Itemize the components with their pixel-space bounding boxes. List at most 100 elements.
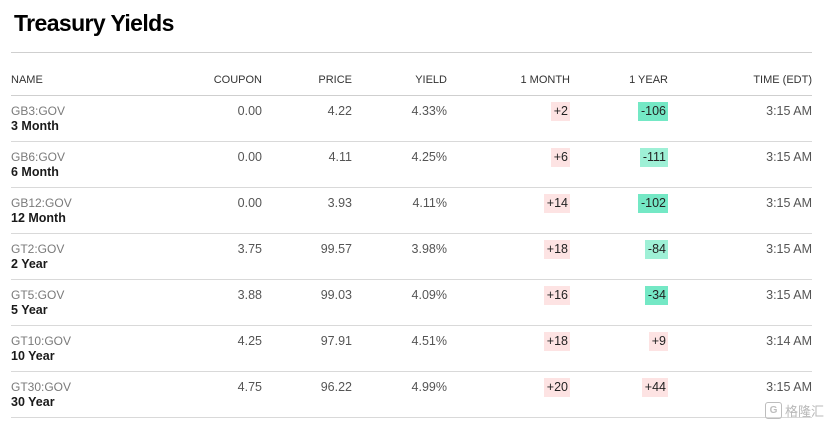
instrument-cell: GT5:GOV 5 Year (11, 279, 131, 326)
time-cell: 3:15 AM (668, 279, 812, 326)
ticker-link[interactable]: GB3:GOV (11, 104, 66, 118)
time-value: 3:15 AM (766, 380, 812, 394)
time-cell: 3:15 AM (668, 141, 812, 188)
instrument-name: 6 Month (11, 165, 59, 179)
1-month-cell: +14 (447, 187, 570, 234)
time-value: 3:15 AM (766, 196, 812, 210)
coupon-cell: 0.00 (131, 141, 262, 188)
1-month-change-badge: +2 (550, 102, 570, 121)
yield-cell: 4.99% (352, 371, 447, 418)
ticker-link[interactable]: GT30:GOV (11, 380, 72, 394)
1-year-cell: -102 (570, 187, 668, 234)
1-year-cell: +9 (570, 325, 668, 372)
yield-cell: 4.25% (352, 141, 447, 188)
watermark: G 格隆汇 (764, 401, 824, 420)
ticker-link[interactable]: GT2:GOV (11, 242, 65, 256)
yield-cell: 3.98% (352, 233, 447, 280)
watermark-text: 格隆汇 (784, 404, 824, 419)
price-cell: 3.93 (262, 187, 352, 234)
instrument-cell: GB12:GOV 12 Month (11, 187, 131, 234)
column-header-price[interactable]: PRICE (262, 65, 352, 96)
1-month-cell: +18 (447, 233, 570, 280)
yield-cell: 4.11% (352, 187, 447, 234)
coupon-cell: 0.00 (131, 95, 262, 142)
1-month-change-badge: +6 (550, 148, 570, 167)
column-header-1-year[interactable]: 1 YEAR (570, 65, 668, 96)
price-cell: 97.91 (262, 325, 352, 372)
instrument-cell: GB6:GOV 6 Month (11, 141, 131, 188)
coupon-cell: 4.25 (131, 325, 262, 372)
coupon-cell: 4.75 (131, 371, 262, 418)
table-row[interactable]: GT30:GOV 30 Year 4.75 96.22 4.99% +20 +4… (11, 371, 812, 418)
coupon-value: 4.75 (237, 380, 262, 394)
column-header-1-month[interactable]: 1 MONTH (447, 65, 570, 96)
instrument-cell: GT30:GOV 30 Year (11, 371, 131, 418)
1-year-cell: -106 (570, 95, 668, 142)
coupon-value: 3.75 (237, 242, 262, 256)
table-row[interactable]: GT10:GOV 10 Year 4.25 97.91 4.51% +18 +9… (11, 325, 812, 372)
ticker-link[interactable]: GT10:GOV (11, 334, 72, 348)
table-row[interactable]: GB3:GOV 3 Month 0.00 4.22 4.33% +2 -106 … (11, 95, 812, 142)
table-row[interactable]: GT5:GOV 5 Year 3.88 99.03 4.09% +16 -34 … (11, 279, 812, 326)
instrument-name: 10 Year (11, 349, 55, 363)
price-value: 99.57 (320, 242, 352, 256)
table-row[interactable]: GT2:GOV 2 Year 3.75 99.57 3.98% +18 -84 … (11, 233, 812, 280)
instrument-name: 3 Month (11, 119, 59, 133)
time-value: 3:15 AM (766, 104, 812, 118)
price-value: 3.93 (327, 196, 352, 210)
1-month-cell: +2 (447, 95, 570, 142)
1-year-change-badge: -102 (637, 194, 668, 213)
1-month-cell: +20 (447, 371, 570, 418)
column-header-time[interactable]: TIME (EDT) (668, 65, 812, 96)
1-year-cell: +44 (570, 371, 668, 418)
instrument-name: 5 Year (11, 303, 48, 317)
price-value: 96.22 (320, 380, 352, 394)
coupon-cell: 0.00 (131, 187, 262, 234)
1-month-cell: +16 (447, 279, 570, 326)
price-cell: 4.11 (262, 141, 352, 188)
time-cell: 3:15 AM (668, 233, 812, 280)
time-value: 3:15 AM (766, 242, 812, 256)
1-month-cell: +6 (447, 141, 570, 188)
1-year-cell: -84 (570, 233, 668, 280)
table-row[interactable]: GB12:GOV 12 Month 0.00 3.93 4.11% +14 -1… (11, 187, 812, 234)
ticker-link[interactable]: GB12:GOV (11, 196, 72, 210)
instrument-name: 30 Year (11, 395, 55, 409)
time-cell: 3:15 AM (668, 371, 812, 418)
time-cell: 3:15 AM (668, 187, 812, 234)
price-cell: 99.57 (262, 233, 352, 280)
table-row[interactable]: GB6:GOV 6 Month 0.00 4.11 4.25% +6 -111 … (11, 141, 812, 188)
ticker-link[interactable]: GT5:GOV (11, 288, 65, 302)
title-divider (11, 52, 812, 53)
yield-cell: 4.09% (352, 279, 447, 326)
coupon-value: 0.00 (237, 104, 262, 118)
1-year-change-badge: -106 (637, 102, 668, 121)
yield-value: 4.11% (412, 196, 447, 210)
time-value: 3:14 AM (766, 334, 812, 348)
yield-value: 4.99% (411, 380, 447, 394)
column-header-yield[interactable]: YIELD (352, 65, 447, 96)
yield-value: 3.98% (411, 242, 447, 256)
ticker-link[interactable]: GB6:GOV (11, 150, 66, 164)
gelonghui-logo-icon: G (764, 402, 782, 419)
coupon-value: 0.00 (237, 150, 262, 164)
price-value: 99.03 (320, 288, 352, 302)
1-month-change-badge: +14 (543, 194, 570, 213)
yield-value: 4.33% (411, 104, 447, 118)
column-header-name[interactable]: NAME (11, 65, 131, 96)
yield-cell: 4.33% (352, 95, 447, 142)
coupon-value: 0.00 (237, 196, 262, 210)
time-cell: 3:15 AM (668, 95, 812, 142)
table-header-row: NAME COUPON PRICE YIELD 1 MONTH 1 YEAR T… (11, 65, 812, 96)
1-year-change-badge: +9 (648, 332, 668, 351)
yield-value: 4.25% (411, 150, 447, 164)
1-month-change-badge: +18 (543, 240, 570, 259)
price-cell: 99.03 (262, 279, 352, 326)
1-year-cell: -111 (570, 141, 668, 188)
column-header-coupon[interactable]: COUPON (131, 65, 262, 96)
coupon-cell: 3.88 (131, 279, 262, 326)
1-month-change-badge: +18 (543, 332, 570, 351)
1-year-change-badge: +44 (641, 378, 668, 397)
1-year-cell: -34 (570, 279, 668, 326)
1-year-change-badge: -111 (639, 148, 668, 167)
